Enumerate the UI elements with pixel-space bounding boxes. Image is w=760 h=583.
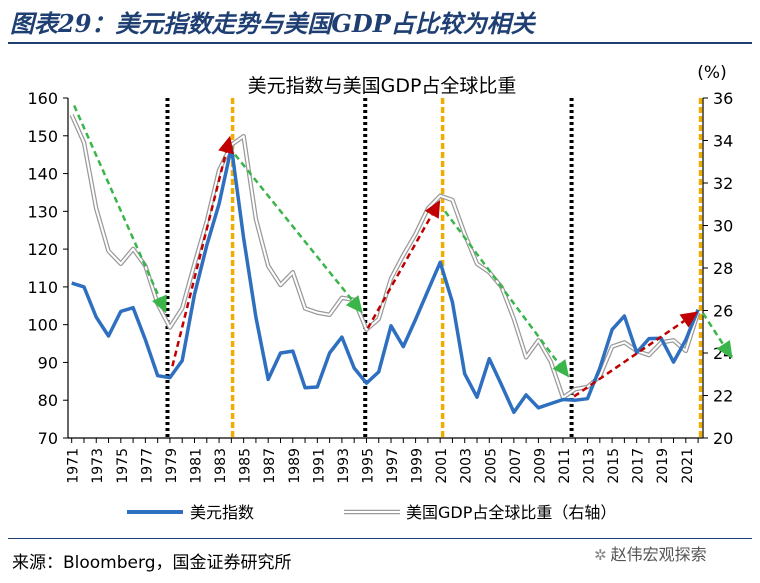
x-tick-label: 1985 (238, 448, 254, 484)
downtrend-arrowhead (716, 340, 733, 359)
x-tick-label: 1979 (164, 448, 180, 484)
right-tick-label: 34 (713, 132, 733, 151)
x-tick-label: 1999 (410, 448, 426, 484)
x-tick-label: 2003 (459, 448, 475, 484)
right-tick-label: 26 (713, 302, 733, 321)
wechat-icon: ✲ (594, 546, 607, 564)
x-tick-label: 2017 (631, 448, 647, 484)
x-tick-label: 1977 (139, 448, 155, 484)
x-tick-label: 2015 (606, 448, 622, 484)
x-tick-label: 1993 (336, 448, 352, 484)
right-tick-label: 30 (713, 217, 733, 236)
uptrend-arrow (573, 320, 685, 398)
chart: 美元指数与美国GDP占全球比重 (%) 70 80 90 100 110 120 130 14… (27, 63, 733, 522)
downtrend-arrowhead (152, 294, 167, 314)
downtrend-arrow (444, 210, 560, 365)
left-tick-label: 140 (27, 165, 58, 184)
x-tick-label: 2001 (434, 448, 450, 484)
downtrend-arrowhead (345, 295, 363, 314)
downtrend-arrowhead (552, 359, 570, 378)
x-tick-label: 2021 (680, 448, 696, 484)
left-tick-label: 150 (27, 127, 58, 146)
left-tick-label: 160 (27, 89, 58, 108)
x-tick-label: 1981 (189, 448, 205, 484)
right-tick-label: 32 (713, 174, 733, 193)
x-tick-label: 2013 (582, 448, 598, 484)
uptrend-arrow (171, 151, 228, 367)
legend-label-gdp-share: 美国GDP占全球比重（右轴） (406, 503, 616, 522)
left-tick-label: 80 (38, 391, 58, 410)
x-tick-label: 2007 (508, 448, 524, 484)
right-tick-label: 22 (713, 387, 733, 406)
watermark: ✲ 赵伟宏观探索 (594, 541, 707, 565)
downtrend-arrow (234, 153, 354, 301)
x-tick-label: 1997 (385, 448, 401, 484)
left-tick-label: 130 (27, 202, 58, 221)
watermark-text: 赵伟宏观探索 (610, 545, 707, 564)
x-tick-label: 1975 (115, 448, 131, 484)
left-tick-label: 110 (27, 278, 58, 297)
footer-divider (8, 538, 752, 539)
downtrend-arrow (72, 105, 161, 299)
x-tick-label: 1995 (360, 448, 376, 484)
x-tick-label: 1971 (66, 448, 82, 484)
left-tick-label: 90 (38, 353, 58, 372)
x-tick-label: 2011 (557, 448, 573, 484)
figure-title: 图表29：美元指数走势与美国GDP占比较为相关 (10, 9, 535, 38)
x-tick-label: 1983 (213, 448, 229, 484)
x-tick-label: 1987 (262, 448, 278, 484)
x-tick-label: 1989 (287, 448, 303, 484)
x-tick-label: 2019 (655, 448, 671, 484)
x-tick-label: 1973 (90, 448, 106, 484)
chart-title: 美元指数与美国GDP占全球比重 (248, 75, 517, 97)
left-tick-label: 100 (27, 316, 58, 335)
x-tick-label: 2009 (532, 448, 548, 484)
title-divider (8, 42, 752, 44)
right-axis-unit: (%) (697, 63, 726, 83)
right-tick-label: 20 (713, 429, 733, 448)
source-note: 来源：Bloomberg，国金证券研究所 (12, 553, 292, 573)
uptrend-arrowhead (679, 311, 699, 328)
legend-label-dollar-index: 美元指数 (190, 503, 254, 522)
uptrend-arrowhead (218, 135, 234, 155)
right-tick-label: 28 (713, 259, 733, 278)
downtrend-arrow (701, 312, 725, 346)
uptrend-arrow (366, 214, 433, 330)
left-tick-label: 120 (27, 240, 58, 259)
right-tick-label: 36 (713, 89, 733, 108)
uptrend-arrowhead (424, 200, 441, 219)
x-tick-label: 2005 (483, 448, 499, 484)
x-tick-label: 1991 (311, 448, 327, 484)
left-tick-label: 70 (38, 429, 58, 448)
